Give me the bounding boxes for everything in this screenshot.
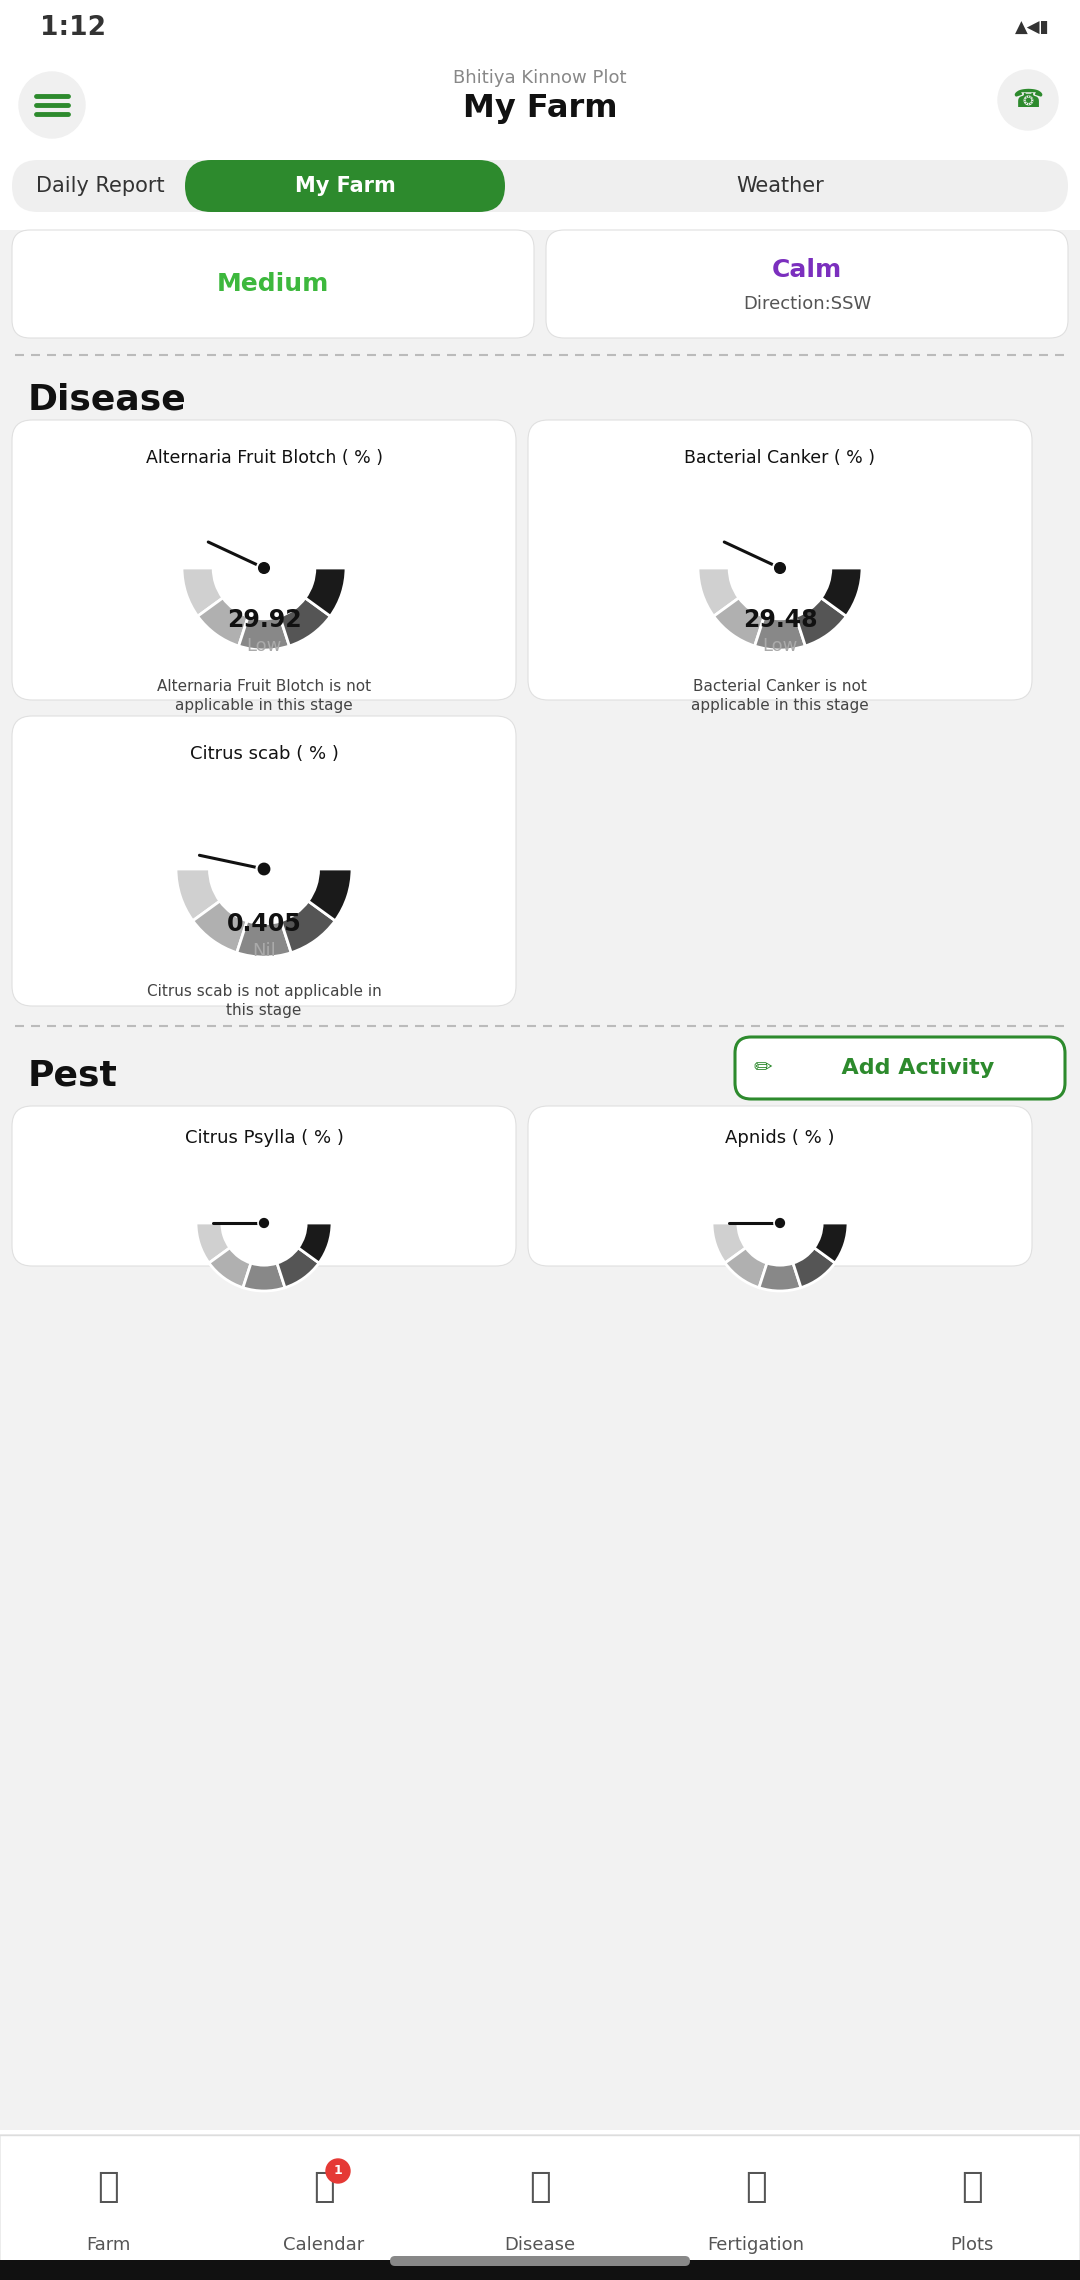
Wedge shape: [195, 1222, 230, 1263]
Wedge shape: [306, 568, 346, 616]
Text: ✏: ✏: [754, 1058, 772, 1078]
Text: 📅: 📅: [313, 2171, 335, 2205]
Circle shape: [774, 1218, 786, 1229]
Text: Daily Report: Daily Report: [36, 176, 164, 196]
Text: Citrus Psylla ( % ): Citrus Psylla ( % ): [185, 1129, 343, 1147]
Text: Disease: Disease: [28, 383, 187, 417]
Wedge shape: [298, 1222, 332, 1263]
Wedge shape: [210, 1247, 251, 1288]
Text: Apnids ( % ): Apnids ( % ): [726, 1129, 835, 1147]
Circle shape: [259, 1218, 269, 1227]
Text: Low: Low: [246, 636, 282, 654]
FancyBboxPatch shape: [0, 2259, 1080, 2280]
Text: Bhitiya Kinnow Plot: Bhitiya Kinnow Plot: [454, 68, 626, 87]
Circle shape: [259, 563, 269, 572]
Text: 29.92: 29.92: [227, 609, 301, 632]
Text: Medium: Medium: [217, 271, 329, 296]
Wedge shape: [278, 1247, 319, 1288]
Text: My Farm: My Farm: [295, 176, 395, 196]
Text: Alternaria Fruit Blotch is not
applicable in this stage: Alternaria Fruit Blotch is not applicabl…: [157, 679, 372, 714]
Circle shape: [258, 1218, 270, 1229]
Wedge shape: [796, 597, 847, 645]
Text: Disease: Disease: [504, 2237, 576, 2255]
FancyBboxPatch shape: [546, 230, 1068, 337]
Wedge shape: [280, 597, 330, 645]
Wedge shape: [755, 616, 806, 650]
Wedge shape: [198, 597, 248, 645]
Text: My Farm: My Farm: [462, 93, 618, 123]
Wedge shape: [183, 568, 222, 616]
Text: Add Activity: Add Activity: [826, 1058, 994, 1078]
Circle shape: [774, 563, 785, 572]
Wedge shape: [793, 1247, 835, 1288]
Text: Calm: Calm: [772, 258, 842, 283]
Text: 1: 1: [334, 2164, 342, 2177]
Circle shape: [775, 1218, 784, 1227]
Circle shape: [256, 862, 272, 878]
Text: 1:12: 1:12: [40, 16, 106, 41]
Wedge shape: [243, 1263, 285, 1290]
Wedge shape: [176, 869, 220, 921]
FancyBboxPatch shape: [0, 2134, 1080, 2280]
FancyBboxPatch shape: [12, 230, 534, 337]
Circle shape: [258, 864, 270, 876]
Text: Low: Low: [762, 636, 798, 654]
Text: Citrus scab ( % ): Citrus scab ( % ): [190, 746, 338, 764]
Wedge shape: [308, 869, 352, 921]
FancyBboxPatch shape: [12, 420, 516, 700]
Wedge shape: [239, 616, 289, 650]
FancyBboxPatch shape: [528, 1106, 1032, 1265]
FancyBboxPatch shape: [735, 1037, 1065, 1099]
Circle shape: [326, 2159, 350, 2182]
Text: Fertigation: Fertigation: [707, 2237, 805, 2255]
Text: 0.405: 0.405: [227, 912, 301, 937]
Wedge shape: [193, 901, 247, 953]
Circle shape: [257, 561, 271, 575]
Text: Direction:SSW: Direction:SSW: [743, 294, 872, 312]
Wedge shape: [714, 597, 765, 645]
Wedge shape: [821, 568, 862, 616]
Text: Plots: Plots: [950, 2237, 994, 2255]
Text: Alternaria Fruit Blotch ( % ): Alternaria Fruit Blotch ( % ): [146, 449, 382, 467]
FancyBboxPatch shape: [12, 716, 516, 1005]
Text: ▲◀▮: ▲◀▮: [1015, 18, 1050, 36]
Text: 📊: 📊: [961, 2171, 983, 2205]
Circle shape: [19, 73, 85, 139]
FancyBboxPatch shape: [185, 160, 505, 212]
Text: Bacterial Canker is not
applicable in this stage: Bacterial Canker is not applicable in th…: [691, 679, 869, 714]
Text: 🌿: 🌿: [745, 2171, 767, 2205]
Circle shape: [998, 71, 1058, 130]
Wedge shape: [237, 921, 292, 958]
Text: 🦠: 🦠: [529, 2171, 551, 2205]
Text: 29.48: 29.48: [743, 609, 818, 632]
FancyBboxPatch shape: [0, 230, 1080, 2130]
FancyBboxPatch shape: [12, 160, 1068, 212]
Text: 🚜: 🚜: [97, 2171, 119, 2205]
Text: ☎: ☎: [1012, 89, 1043, 112]
Wedge shape: [814, 1222, 848, 1263]
Wedge shape: [712, 1222, 746, 1263]
Text: Pest: Pest: [28, 1058, 118, 1092]
Wedge shape: [759, 1263, 801, 1290]
Text: Bacterial Canker ( % ): Bacterial Canker ( % ): [685, 449, 876, 467]
FancyBboxPatch shape: [390, 2255, 690, 2266]
Text: Citrus scab is not applicable in
this stage: Citrus scab is not applicable in this st…: [147, 983, 381, 1019]
Text: Farm: Farm: [85, 2237, 131, 2255]
Wedge shape: [698, 568, 739, 616]
FancyBboxPatch shape: [528, 420, 1032, 700]
FancyBboxPatch shape: [12, 1106, 516, 1265]
Text: Nil: Nil: [252, 942, 275, 960]
Circle shape: [772, 561, 787, 575]
Wedge shape: [281, 901, 335, 953]
Text: Weather: Weather: [737, 176, 824, 196]
Text: Calendar: Calendar: [283, 2237, 365, 2255]
Wedge shape: [725, 1247, 767, 1288]
